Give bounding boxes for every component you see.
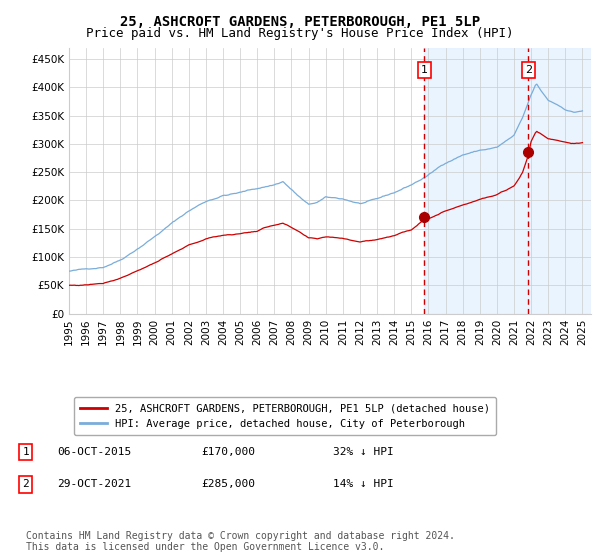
Text: 1: 1 xyxy=(22,447,29,457)
Text: 25, ASHCROFT GARDENS, PETERBOROUGH, PE1 5LP: 25, ASHCROFT GARDENS, PETERBOROUGH, PE1 … xyxy=(120,15,480,29)
Text: £285,000: £285,000 xyxy=(201,479,255,489)
Text: Contains HM Land Registry data © Crown copyright and database right 2024.
This d: Contains HM Land Registry data © Crown c… xyxy=(26,531,455,553)
Text: 14% ↓ HPI: 14% ↓ HPI xyxy=(333,479,394,489)
Text: 29-OCT-2021: 29-OCT-2021 xyxy=(57,479,131,489)
Text: 06-OCT-2015: 06-OCT-2015 xyxy=(57,447,131,457)
Text: 2: 2 xyxy=(22,479,29,489)
Legend: 25, ASHCROFT GARDENS, PETERBOROUGH, PE1 5LP (detached house), HPI: Average price: 25, ASHCROFT GARDENS, PETERBOROUGH, PE1 … xyxy=(74,397,496,435)
Bar xyxy=(424,48,591,314)
Text: Price paid vs. HM Land Registry's House Price Index (HPI): Price paid vs. HM Land Registry's House … xyxy=(86,27,514,40)
Text: 2: 2 xyxy=(524,65,532,75)
Text: 1: 1 xyxy=(421,65,428,75)
Text: £170,000: £170,000 xyxy=(201,447,255,457)
Text: 32% ↓ HPI: 32% ↓ HPI xyxy=(333,447,394,457)
